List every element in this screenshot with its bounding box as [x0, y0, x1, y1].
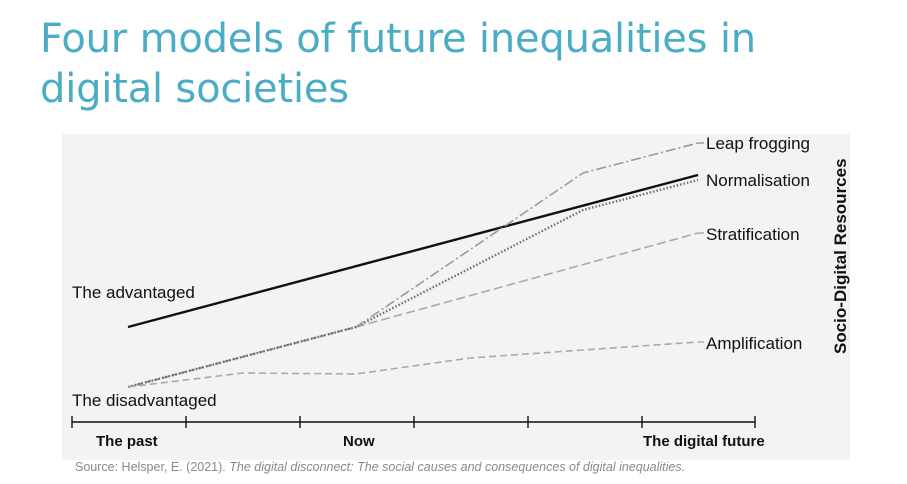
normalisation-line: [127, 178, 699, 389]
diagram-panel: [62, 134, 850, 460]
source-prefix: Source: Helsper, E. (2021).: [75, 460, 230, 474]
source-citation: Source: Helsper, E. (2021). The digital …: [75, 460, 685, 474]
advantaged-line: [127, 173, 699, 329]
advantaged-label: The advantaged: [72, 283, 195, 302]
normalisation-label: Normalisation: [706, 171, 810, 190]
amplification-label: Amplification: [706, 334, 802, 353]
x-tick-now: Now: [343, 433, 375, 450]
stratification-label: Stratification: [706, 225, 800, 244]
slide-title: Four models of future inequalities in di…: [40, 16, 756, 112]
y-axis-label: Socio-Digital Resources: [831, 158, 850, 354]
x-axis-ticks: [71, 416, 756, 428]
disadvantaged-label: The disadvantaged: [72, 391, 217, 410]
amplification-line: [127, 341, 699, 388]
source-title: The digital disconnect: The social cause…: [229, 460, 686, 474]
x-tick-past: The past: [96, 433, 158, 450]
stratification-line: [355, 232, 699, 328]
leap-frogging-line: [355, 142, 699, 328]
x-tick-digital-future: The digital future: [643, 433, 765, 450]
leap-frogging-label: Leap frogging: [706, 134, 810, 153]
